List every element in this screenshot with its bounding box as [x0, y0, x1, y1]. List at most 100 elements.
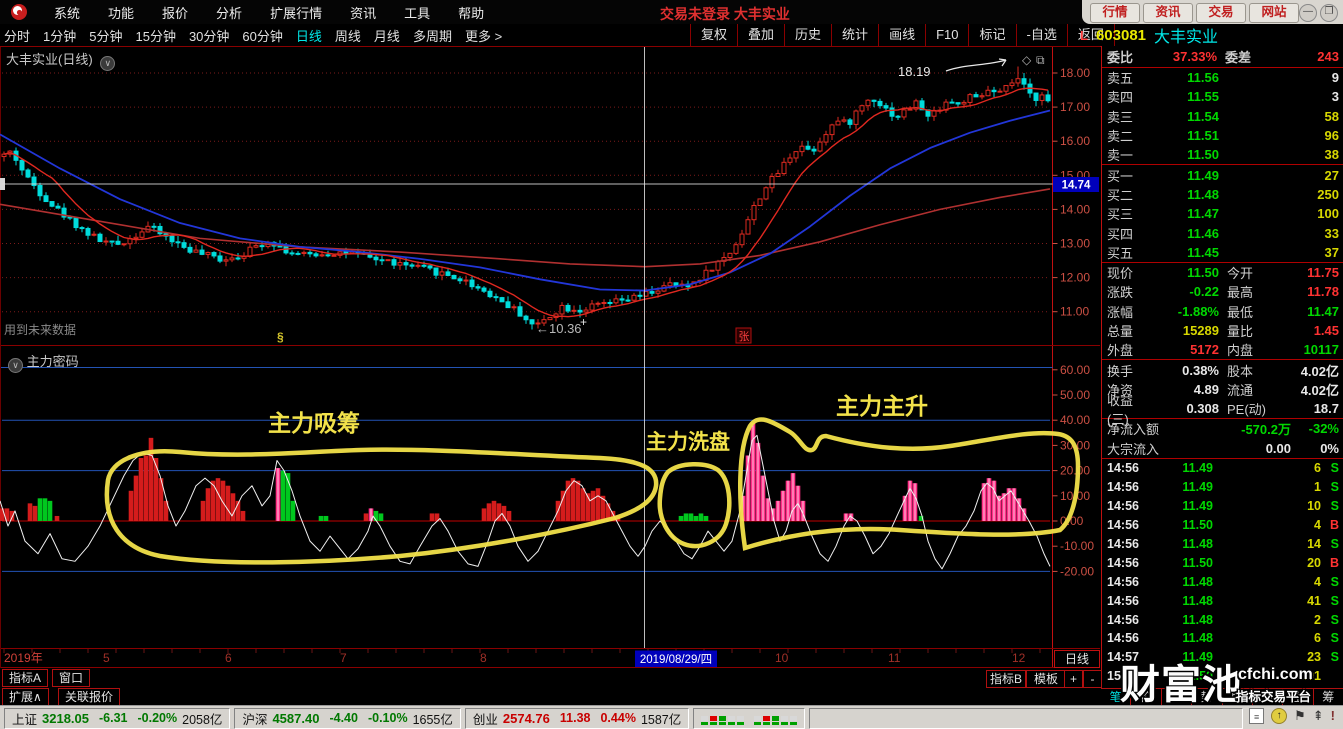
nav-button-交易[interactable]: 交易 [1196, 3, 1246, 23]
menu-item-报价[interactable]: 报价 [162, 5, 189, 21]
menu-item-系统[interactable]: 系统 [54, 5, 81, 21]
alert-icon[interactable]: ! [1330, 708, 1335, 723]
menu-item-工具[interactable]: 工具 [404, 5, 431, 21]
trade-side: S [1330, 593, 1339, 608]
period-tab-分时[interactable]: 分时 [4, 28, 31, 44]
quote-value: 11.50 [1187, 265, 1219, 281]
level-row-买一[interactable]: 买一 11.49 27 [1102, 165, 1343, 184]
trade-row[interactable]: 14:56 11.49 1 S [1102, 478, 1343, 497]
notebook-icon[interactable]: ≡ [1249, 708, 1265, 724]
trade-row[interactable]: 14:56 11.50 20 B [1102, 553, 1343, 572]
indicator-pane-title[interactable]: ∨ 主力密码 [4, 351, 79, 373]
trade-side: S [1330, 499, 1339, 514]
axis-period-box[interactable]: 日线 [1054, 650, 1100, 668]
tool-button-标记[interactable]: 标记 [968, 24, 1015, 46]
trade-row[interactable]: 14:56 11.48 6 S [1102, 629, 1343, 648]
panel-tab-价[interactable]: 价 [1130, 689, 1160, 705]
menu-item-帮助[interactable]: 帮助 [458, 5, 485, 21]
period-tab-周线[interactable]: 周线 [334, 28, 361, 44]
level-row-卖五[interactable]: 卖五 11.56 9 [1102, 68, 1343, 87]
period-tab-月线[interactable]: 月线 [373, 28, 400, 44]
bottom-tab-关联报价[interactable]: 关联报价 [58, 688, 121, 706]
bottom-tab-模板[interactable]: 模板 [1026, 670, 1066, 688]
level-row-卖二[interactable]: 卖二 11.51 96 [1102, 126, 1343, 145]
level-volume: 3 [1331, 89, 1339, 105]
indicator-tick-label: 20.00 [1060, 464, 1090, 478]
marker-badge-text: 张 [739, 330, 750, 343]
up-circle-icon[interactable]: ↑ [1271, 708, 1288, 724]
quote-value: 11.47 [1307, 303, 1339, 319]
chevron-down-icon[interactable]: ∨ [100, 56, 116, 71]
panel-tab-细[interactable]: 细 [1160, 689, 1191, 705]
menu-item-分析[interactable]: 分析 [216, 5, 243, 21]
period-tab-1分钟[interactable]: 1分钟 [43, 28, 77, 44]
panel-tab-势[interactable]: 势 [1191, 689, 1221, 705]
period-tab-15分钟[interactable]: 15分钟 [135, 28, 176, 44]
chevron-down-icon[interactable]: ∨ [8, 358, 23, 373]
nav-button-行情[interactable]: 行情 [1090, 3, 1140, 23]
panel-tab-筹[interactable]: 筹 [1312, 689, 1343, 705]
menu-item-功能[interactable]: 功能 [108, 5, 135, 21]
trade-row[interactable]: 14:56 11.48 4 S [1102, 572, 1343, 591]
mini-bar-top [790, 716, 798, 721]
restore-button[interactable]: ❐ [1320, 4, 1338, 22]
menu-item-扩展行情[interactable]: 扩展行情 [270, 5, 323, 21]
bottom-tab-+[interactable]: + [1064, 670, 1083, 688]
period-tab-60分钟[interactable]: 60分钟 [242, 28, 283, 44]
trade-row[interactable]: 14:56 11.48 14 S [1102, 535, 1343, 554]
mini-bar-dash [790, 722, 798, 725]
tool-button-F10[interactable]: F10 [925, 24, 968, 46]
trade-row[interactable]: 14:57 11.49 23 S [1102, 648, 1343, 667]
nav-button-资讯[interactable]: 资讯 [1143, 3, 1193, 23]
tool-button-叠加[interactable]: 叠加 [737, 24, 784, 46]
arrows-icon[interactable]: ⇞ [1312, 708, 1324, 723]
trade-row[interactable]: 14:56 11.50 4 B [1102, 516, 1343, 535]
bottom-tab--[interactable]: - [1083, 670, 1102, 688]
tool-button-历史[interactable]: 历史 [784, 24, 831, 46]
level-row-买四[interactable]: 买四 11.46 33 [1102, 223, 1343, 242]
trade-row[interactable]: 14:56 11.49 10 S [1102, 497, 1343, 516]
period-tab-30分钟[interactable]: 30分钟 [188, 28, 230, 44]
minimize-button[interactable]: — [1299, 4, 1317, 22]
flag-icon[interactable]: ⚑ [1294, 708, 1306, 723]
bottom-tab-窗口[interactable]: 窗口 [52, 669, 91, 687]
tool-button--自选[interactable]: -自选 [1015, 24, 1067, 46]
level-row-卖四[interactable]: 卖四 11.55 3 [1102, 87, 1343, 106]
period-tab-日线[interactable]: 日线 [295, 28, 322, 44]
level-row-买三[interactable]: 买三 11.47 100 [1102, 204, 1343, 223]
index-value: 3218.05 [42, 710, 90, 726]
menu-item-资讯[interactable]: 资讯 [350, 5, 377, 21]
tool-button-复权[interactable]: 复权 [690, 24, 737, 46]
y-tick-label: 13.00 [1060, 237, 1090, 251]
period-more-button[interactable]: 更多 > [464, 28, 503, 44]
nav-button-网站[interactable]: 网站 [1249, 3, 1299, 23]
trade-row[interactable]: 14:56 11.48 41 S [1102, 591, 1343, 610]
price-chart-svg[interactable]: 18.0017.0016.0015.0014.0013.0012.0011.00… [0, 46, 1100, 668]
flow-percent: -32% [1308, 421, 1339, 437]
tool-button-统计[interactable]: 统计 [831, 24, 878, 46]
flow-label: 大宗流入 [1107, 441, 1160, 457]
main-pane-title[interactable]: 大丰实业(日线) ∨ [6, 49, 116, 71]
level-row-卖三[interactable]: 卖三 11.54 58 [1102, 107, 1343, 126]
bottom-tab-扩展∧[interactable]: 扩展∧ [2, 688, 49, 706]
bottom-tab-指标B[interactable]: 指标B [986, 670, 1026, 688]
trade-row[interactable]: 14:56 11.49 6 S [1102, 459, 1343, 478]
level-row-卖一[interactable]: 卖一 11.50 38 [1102, 145, 1343, 164]
trade-row[interactable]: 14:56 11.48 2 S [1102, 610, 1343, 629]
trade-row[interactable]: 15:00 11.50 391 [1102, 667, 1343, 686]
tool-button-返回[interactable]: 返回 [1066, 24, 1115, 46]
period-tab-多周期[interactable]: 多周期 [412, 28, 452, 44]
panel-tab-主[interactable]: 主 [1282, 689, 1312, 705]
period-tab-5分钟[interactable]: 5分钟 [89, 28, 123, 44]
tool-button-画线[interactable]: 画线 [878, 24, 925, 46]
panel-tab-联[interactable]: 联 [1221, 689, 1252, 705]
panel-tab-笔[interactable]: 笔 [1109, 690, 1122, 704]
level-row-买二[interactable]: 买二 11.48 250 [1102, 185, 1343, 204]
pane-title-label: 大丰实业(日线) [6, 52, 93, 67]
trade-side: S [1330, 631, 1339, 646]
trade-list[interactable]: 14:56 11.49 6 S 14:56 11.49 1 S 14:56 11.49 10 S 14:… [1102, 459, 1343, 686]
bottom-tab-指标A[interactable]: 指标A [2, 669, 49, 687]
panel-tab-值[interactable]: 值 [1251, 689, 1282, 705]
level-row-买五[interactable]: 买五 11.45 37 [1102, 243, 1343, 262]
trade-time: 14:56 [1107, 574, 1139, 589]
